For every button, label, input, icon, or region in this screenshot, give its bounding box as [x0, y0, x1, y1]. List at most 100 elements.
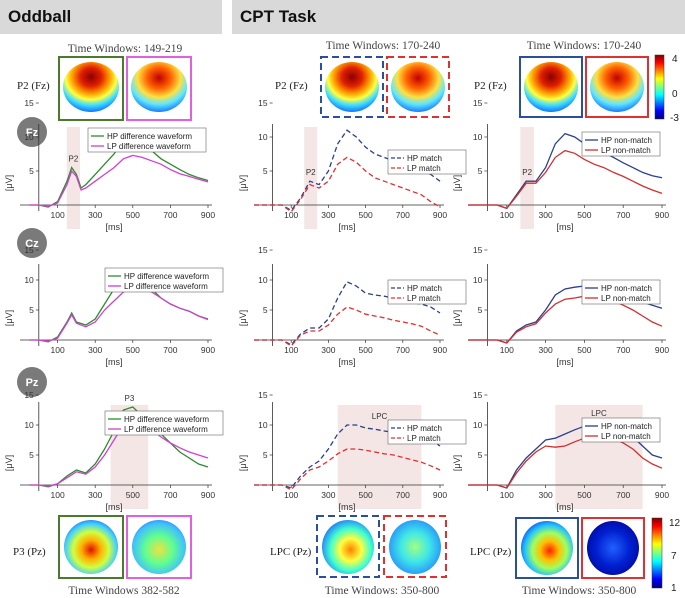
topomap-cpt-hp-match-lpc	[316, 515, 380, 578]
legend-entry: LP non-match	[601, 146, 651, 155]
label-p2-cpt-match: P2 (Fz)	[275, 80, 308, 92]
erp-chart-cpt_nonmatch-fz: 100 300 500 700 900 5 10 15 [ms] [μV] P2 HP non-mat…	[452, 98, 669, 232]
topomap-cpt-lp-nonmatch-p2	[585, 56, 649, 118]
x-axis-label: [ms]	[106, 502, 123, 512]
colorbar-top: 4 0 -3	[654, 54, 679, 124]
oddball-header: Oddball	[0, 0, 222, 34]
topomap-oddball-lp-p2	[126, 56, 192, 121]
topomap-cpt-lp-nonmatch-lpc	[581, 517, 645, 579]
tw-oddball-p3: Time Windows 382-582	[68, 585, 180, 597]
tw-cpt-match-lpc: Time Windows: 350-800	[325, 585, 440, 597]
y-axis-label: [μV]	[238, 310, 248, 326]
y-axis-label: [μV]	[452, 310, 462, 326]
component-window-highlight	[520, 127, 534, 229]
x-axis-label: [ms]	[106, 357, 123, 367]
x-tick-label: 300	[88, 490, 102, 500]
y-tick-label: 5	[29, 166, 34, 176]
series-line-1	[468, 434, 663, 489]
legend-entry: HP difference waveform	[124, 415, 209, 424]
legend-entry: LP non-match	[601, 294, 651, 303]
label-p2-cpt-nonmatch: P2 (Fz)	[474, 80, 507, 92]
y-tick-label: 5	[263, 305, 268, 315]
legend-entry: LP match	[407, 164, 441, 173]
x-tick-label: 900	[655, 210, 669, 220]
x-tick-label: 700	[616, 345, 630, 355]
x-tick-label: 900	[433, 345, 447, 355]
y-tick-label: 5	[478, 450, 483, 460]
y-tick-label: 15	[258, 390, 268, 400]
legend-entry: HP match	[407, 154, 442, 163]
series-line-0	[29, 132, 209, 208]
y-tick-label: 10	[473, 275, 483, 285]
y-tick-label: 10	[24, 420, 34, 430]
x-tick-label: 500	[359, 210, 373, 220]
x-tick-label: 500	[126, 345, 140, 355]
colorbar-top-tick-2: -3	[670, 113, 679, 124]
x-tick-label: 300	[539, 345, 553, 355]
component-label: P2	[522, 168, 532, 177]
y-tick-label: 5	[263, 166, 268, 176]
legend-entry: HP difference waveform	[124, 272, 209, 281]
y-tick-label: 5	[29, 305, 34, 315]
x-tick-label: 700	[163, 490, 177, 500]
x-tick-label: 100	[51, 490, 65, 500]
x-tick-label: 300	[88, 345, 102, 355]
erp-chart-oddball-pz: 100 300 500 700 900 5 10 15 [ms] [μV] P3 HP differe…	[4, 390, 224, 512]
colorbar-bottom-tick-0: 12	[669, 518, 681, 529]
x-tick-label: 700	[616, 210, 630, 220]
x-tick-label: 500	[359, 490, 373, 500]
y-tick-label: 10	[258, 420, 268, 430]
x-axis-label: [ms]	[557, 222, 574, 232]
cpt-header: CPT Task	[232, 0, 685, 34]
topomap-cpt-hp-nonmatch-lpc	[515, 517, 579, 579]
colorbar-bottom: 12 7 1	[651, 517, 681, 594]
y-tick-label: 15	[473, 390, 483, 400]
legend-entry: LP match	[407, 294, 441, 303]
legend-entry: HP difference waveform	[107, 132, 192, 141]
component-label: P3	[125, 394, 135, 403]
topomap-cpt-hp-match-p2	[320, 56, 384, 118]
label-lpc-cpt-nonmatch: LPC (Pz)	[470, 546, 512, 558]
y-tick-label: 15	[24, 98, 34, 108]
electrode-pz-label: Pz	[26, 377, 39, 389]
electrode-badge-fz: Fz	[17, 117, 47, 147]
label-p3-oddball: P3 (Pz)	[13, 546, 46, 558]
y-axis-label: [μV]	[238, 455, 248, 471]
x-tick-label: 700	[163, 345, 177, 355]
component-label: P2	[68, 155, 78, 164]
x-axis-label: [ms]	[106, 222, 123, 232]
x-tick-label: 900	[655, 345, 669, 355]
x-tick-label: 100	[500, 490, 514, 500]
x-axis-label: [ms]	[339, 502, 356, 512]
y-tick-label: 10	[258, 132, 268, 142]
colorbar-top-tick-1: 0	[672, 89, 678, 100]
y-tick-label: 10	[473, 132, 483, 142]
x-tick-label: 700	[396, 210, 410, 220]
y-tick-label: 15	[258, 98, 268, 108]
label-p2-oddball: P2 (Fz)	[17, 80, 50, 92]
x-tick-label: 500	[126, 210, 140, 220]
electrode-badge-pz: Pz	[17, 367, 47, 397]
erp-chart-cpt_match-fz: 100 300 500 700 900 5 10 15 [ms] [μV] P2 HP matchLP…	[238, 98, 467, 232]
y-axis-label: [μV]	[452, 175, 462, 191]
y-tick-label: 5	[29, 450, 34, 460]
electrode-cz-label: Cz	[25, 238, 39, 250]
legend-entry: LP non-match	[601, 432, 651, 441]
y-tick-label: 15	[24, 245, 34, 255]
topomap-oddball-hp-p3	[58, 515, 124, 579]
y-tick-label: 5	[478, 305, 483, 315]
series-line-1	[254, 448, 441, 491]
y-tick-label: 10	[24, 132, 34, 142]
erp-chart-cpt_nonmatch-cz: 100 300 500 700 900 5 10 15 [ms] [μV] HP non-match…	[452, 245, 669, 367]
electrode-fz-label: Fz	[26, 127, 39, 139]
x-axis-label: [ms]	[339, 222, 356, 232]
y-tick-label: 10	[258, 275, 268, 285]
